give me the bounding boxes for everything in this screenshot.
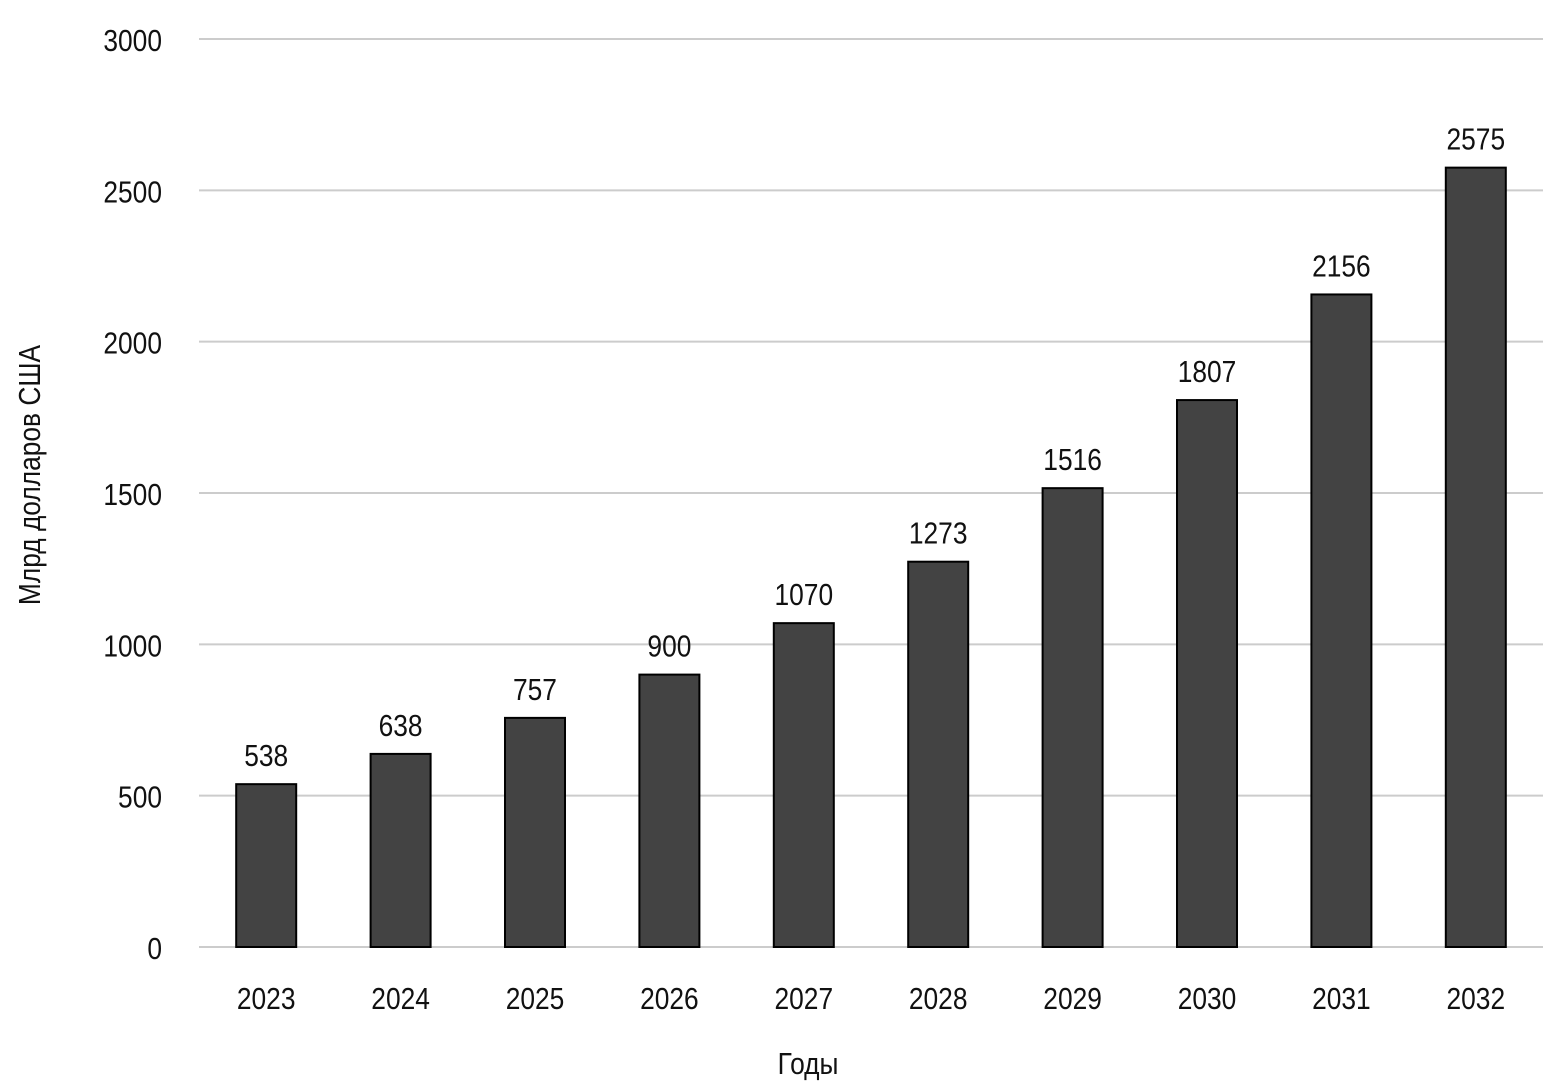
bar-2030: [1176, 399, 1238, 948]
x-axis-label: Годы: [778, 1047, 839, 1081]
data-label: 2575: [1447, 123, 1506, 157]
data-label: 757: [513, 673, 557, 707]
data-label: 1516: [1043, 443, 1102, 477]
bar-2029: [1041, 487, 1104, 948]
y-tick-label: 1500: [103, 478, 162, 512]
bar-2027: [772, 622, 835, 948]
y-tick-label: 3000: [103, 24, 162, 58]
y-tick-label: 2000: [103, 327, 162, 361]
x-tick-label: 2025: [506, 982, 565, 1016]
data-label: 1273: [909, 517, 968, 551]
data-label: 900: [647, 630, 691, 664]
data-label: 2156: [1312, 250, 1371, 284]
y-tick-label: 1000: [103, 629, 162, 663]
bar-2031: [1310, 293, 1373, 948]
bar-2023: [235, 783, 298, 949]
y-tick-label: 2500: [103, 175, 162, 209]
bar-2025: [504, 716, 566, 949]
x-tick-label: 2031: [1312, 982, 1371, 1016]
x-tick-label: 2032: [1447, 982, 1506, 1016]
bar-2032: [1444, 166, 1507, 948]
x-tick-label: 2026: [640, 982, 699, 1016]
x-tick-label: 2028: [909, 982, 968, 1016]
y-tick-label: 0: [147, 932, 162, 966]
data-label: 638: [379, 709, 423, 743]
x-tick-label: 2029: [1043, 982, 1102, 1016]
bar-2028: [907, 560, 970, 948]
data-label: 538: [244, 739, 288, 773]
y-tick-label: 500: [118, 781, 162, 815]
data-label: 1807: [1178, 355, 1237, 389]
bar-2026: [638, 673, 701, 948]
x-tick-label: 2023: [237, 982, 296, 1016]
bar-2024: [369, 752, 432, 949]
x-tick-label: 2027: [775, 982, 834, 1016]
x-tick-label: 2024: [371, 982, 430, 1016]
x-tick-label: 2030: [1178, 982, 1237, 1016]
data-label: 1070: [775, 578, 834, 612]
y-axis-label: Млрд долларов США: [13, 344, 47, 605]
